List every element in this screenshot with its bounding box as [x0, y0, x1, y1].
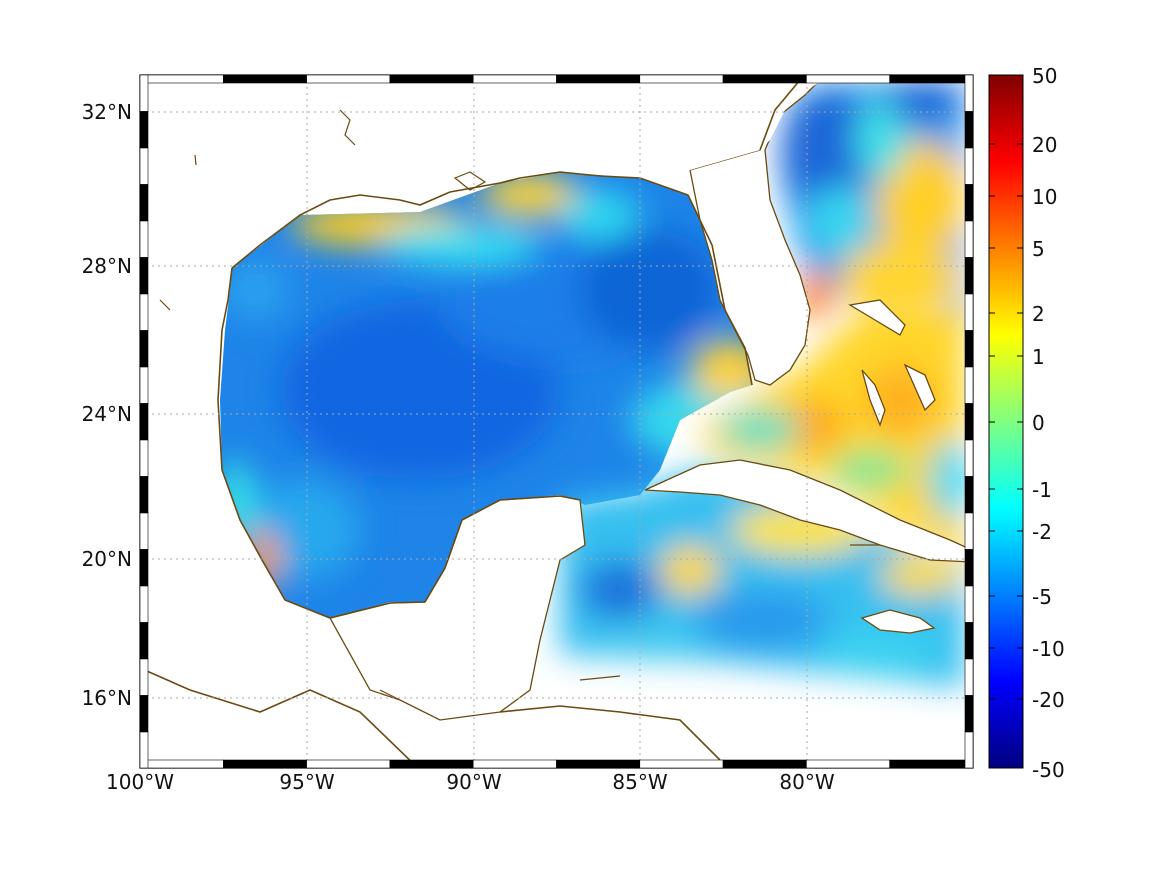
- frame-segment: [389, 74, 474, 84]
- frame-segment: [139, 147, 149, 185]
- frame-segment: [139, 658, 149, 696]
- frame-segment: [964, 695, 974, 733]
- frame-segment: [964, 184, 974, 222]
- frame-segment: [806, 759, 891, 769]
- frame-segment: [722, 74, 807, 84]
- frame-segment: [139, 366, 149, 404]
- frame-segment: [639, 74, 724, 84]
- colorbar-label: -5: [1032, 585, 1052, 609]
- x-tick-label: 85°W: [612, 770, 667, 794]
- frame-segment: [964, 111, 974, 149]
- frame-segment: [806, 74, 891, 84]
- frame-segment: [139, 74, 149, 112]
- frame-segment: [139, 439, 149, 477]
- colorbar-label: -20: [1032, 688, 1065, 712]
- x-tick-label: 80°W: [779, 770, 834, 794]
- frame-segment: [964, 622, 974, 660]
- frame-segment: [964, 658, 974, 696]
- colorbar-label: 0: [1032, 411, 1045, 435]
- frame-segment: [964, 330, 974, 368]
- frame-segment: [139, 622, 149, 660]
- frame-segment: [389, 759, 474, 769]
- colorbar-label: -2: [1032, 520, 1052, 544]
- frame-segment: [964, 403, 974, 441]
- y-tick-label: 28°N: [82, 254, 132, 278]
- colorbar-label: -1: [1032, 478, 1052, 502]
- frame-segment: [556, 759, 641, 769]
- frame-segment: [223, 74, 307, 84]
- frame-segment: [722, 759, 807, 769]
- frame-segment: [964, 549, 974, 587]
- sea-surface-field: [140, 75, 973, 768]
- map-frame: [139, 74, 974, 769]
- frame-segment: [139, 512, 149, 550]
- y-tick-label: 24°N: [82, 402, 132, 426]
- frame-segment: [139, 695, 149, 733]
- x-tick-label: 95°W: [279, 770, 334, 794]
- atlantic-patches: [780, 80, 965, 320]
- y-tick-label: 32°N: [82, 100, 132, 124]
- frame-segment: [139, 220, 149, 258]
- colorbar-label: -50: [1032, 758, 1065, 782]
- frame-segment: [223, 759, 307, 769]
- frame-segment: [964, 293, 974, 331]
- x-tick-label: 100°W: [106, 770, 174, 794]
- frame-segment: [964, 366, 974, 404]
- colorbar-label: 2: [1032, 302, 1045, 326]
- colorbar-label: 50: [1032, 64, 1057, 88]
- coast-islands: [159, 109, 880, 701]
- colorbar-label: 1: [1032, 345, 1045, 369]
- frame-segment: [964, 439, 974, 477]
- grid-lines: [140, 75, 973, 768]
- frame-segment: [964, 257, 974, 295]
- frame-segment: [139, 330, 149, 368]
- frame-segment: [472, 759, 557, 769]
- frame-segment: [472, 74, 557, 84]
- frame-segment: [964, 476, 974, 514]
- bahamas-patches: [700, 300, 970, 560]
- frame-segment: [139, 476, 149, 514]
- x-tick-label: 90°W: [446, 770, 501, 794]
- frame-segment: [639, 759, 724, 769]
- frame-segment: [964, 220, 974, 258]
- y-tick-label: 20°N: [82, 547, 132, 571]
- colorbar-label: 10: [1032, 185, 1057, 209]
- frame-segment: [139, 184, 149, 222]
- colorbar-label: 20: [1032, 133, 1057, 157]
- frame-segment: [964, 512, 974, 550]
- frame-segment: [139, 293, 149, 331]
- frame-segment: [139, 257, 149, 295]
- frame-segment: [964, 147, 974, 185]
- colorbar-label: -10: [1032, 637, 1065, 661]
- frame-segment: [139, 759, 224, 769]
- frame-segment: [139, 403, 149, 441]
- frame-segment: [964, 585, 974, 623]
- frame-segment: [889, 74, 974, 84]
- frame-segment: [556, 74, 641, 84]
- frame-segment: [139, 111, 149, 149]
- colorbar-ticks: [989, 74, 1023, 769]
- frame-segment: [964, 731, 974, 769]
- y-axis-labels: 32°N 28°N 24°N 20°N 16°N: [82, 100, 132, 710]
- y-tick-label: 16°N: [82, 686, 132, 710]
- frame-segment: [964, 74, 974, 112]
- colorbar-labels: 50 20 10 5 2 1 0 -1 -2 -5 -10 -20 -50: [1032, 64, 1065, 782]
- colorbar-label: 5: [1032, 237, 1045, 261]
- frame-segment: [306, 74, 391, 84]
- x-axis-labels: 100°W 95°W 90°W 85°W 80°W: [106, 770, 835, 794]
- frame-segment: [889, 759, 974, 769]
- colorbar: 50 20 10 5 2 1 0 -1 -2 -5 -10 -20 -50: [988, 64, 1065, 782]
- land-mask: [140, 75, 973, 721]
- frame-segment: [306, 759, 391, 769]
- frame-segment: [139, 549, 149, 587]
- frame-segment: [139, 585, 149, 623]
- frame-segment: [139, 731, 149, 769]
- frame-segment: [139, 74, 224, 84]
